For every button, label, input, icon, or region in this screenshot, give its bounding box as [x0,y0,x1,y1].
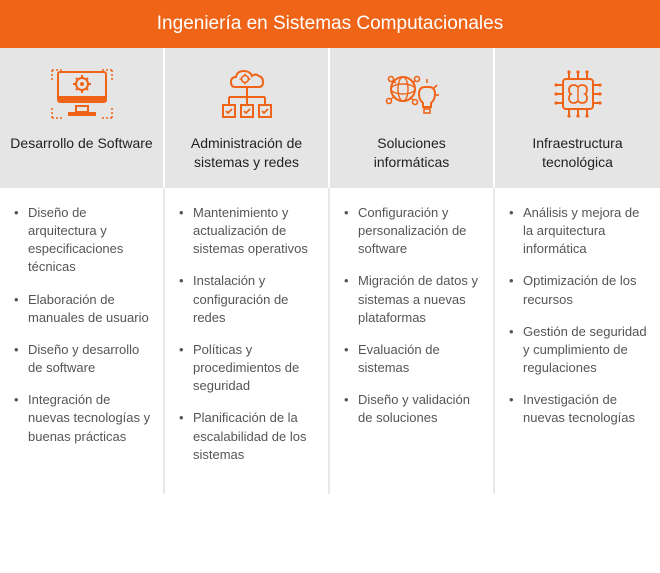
column-2-title: Soluciones informáticas [338,134,485,172]
column-3-header: Infraestructura tecnológica [495,48,660,188]
list-item: Optimización de los recursos [509,272,648,308]
icon-title-row: Desarrollo de Software [0,48,660,188]
column-2-header: Soluciones informáticas [330,48,495,188]
list-item: Integración de nuevas tecnologías y buen… [14,391,151,446]
bullets-row: Diseño de arquitectura y especificacione… [0,188,660,494]
list-item: Planificación de la escalabilidad de los… [179,409,316,464]
globe-bulb-icon [381,66,443,122]
chip-brain-icon [551,66,605,122]
monitor-gear-icon [50,66,114,122]
column-1-header: Administración de sistemas y redes [165,48,330,188]
column-0-title: Desarrollo de Software [10,134,152,153]
column-2-bullets: Configuración y personalización de softw… [330,188,495,494]
header-bar: Ingeniería en Sistemas Computacionales [0,0,660,48]
list-item: Configuración y personalización de softw… [344,204,481,259]
list-item: Gestión de seguridad y cumplimiento de r… [509,323,648,378]
list-item: Mantenimiento y actualización de sistema… [179,204,316,259]
list-item: Diseño y validación de soluciones [344,391,481,427]
list-item: Investigación de nuevas tecnologías [509,391,648,427]
column-3-title: Infraestructura tecnológica [503,134,652,172]
list-item: Elaboración de manuales de usuario [14,291,151,327]
column-1-title: Administración de sistemas y redes [173,134,320,172]
list-item: Evaluación de sistemas [344,341,481,377]
list-item: Diseño de arquitectura y especificacione… [14,204,151,277]
list-item: Políticas y procedimientos de seguridad [179,341,316,396]
list-item: Diseño y desarrollo de software [14,341,151,377]
column-1-bullets: Mantenimiento y actualización de sistema… [165,188,330,494]
column-0-bullets: Diseño de arquitectura y especificacione… [0,188,165,494]
list-item: Instalación y configuración de redes [179,272,316,327]
list-item: Análisis y mejora de la arquitectura inf… [509,204,648,259]
cloud-network-icon [217,66,277,122]
column-3-bullets: Análisis y mejora de la arquitectura inf… [495,188,660,494]
page-title: Ingeniería en Sistemas Computacionales [157,13,503,35]
column-0-header: Desarrollo de Software [0,48,165,188]
list-item: Migración de datos y sistemas a nuevas p… [344,272,481,327]
